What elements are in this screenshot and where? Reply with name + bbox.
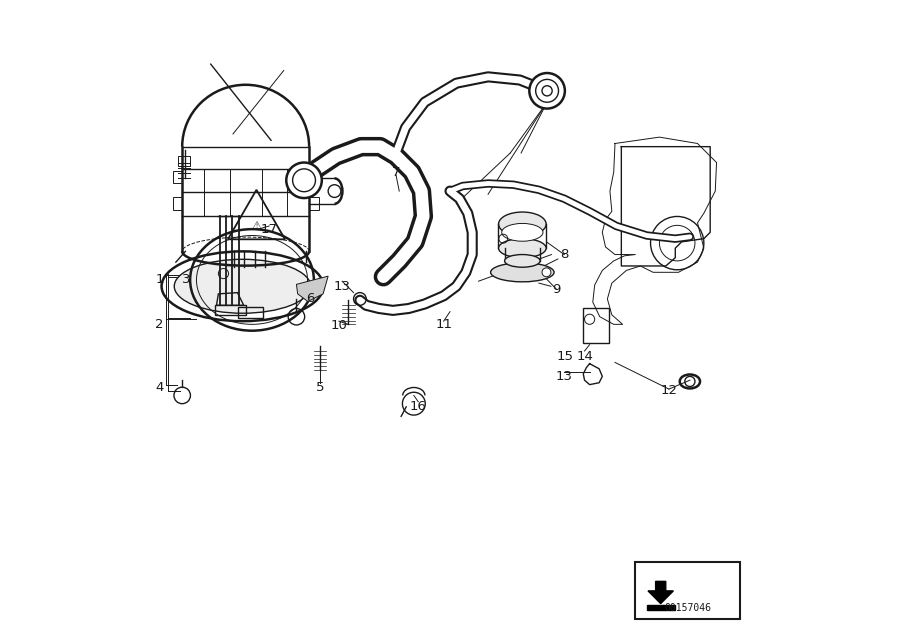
Circle shape — [542, 268, 551, 277]
Bar — [173, 197, 182, 210]
Circle shape — [529, 73, 565, 109]
Text: ⚠: ⚠ — [251, 221, 261, 231]
Bar — [309, 171, 319, 183]
Text: 12: 12 — [661, 385, 678, 398]
Polygon shape — [648, 581, 673, 604]
Polygon shape — [296, 276, 328, 301]
Ellipse shape — [499, 212, 546, 236]
Bar — [238, 307, 264, 318]
Ellipse shape — [499, 238, 546, 258]
Text: 15: 15 — [557, 350, 574, 363]
Bar — [173, 171, 182, 183]
Ellipse shape — [491, 263, 554, 282]
Text: 16: 16 — [410, 400, 427, 413]
Circle shape — [286, 163, 322, 198]
Bar — [309, 197, 319, 210]
Ellipse shape — [501, 223, 543, 241]
Ellipse shape — [175, 259, 310, 314]
Bar — [647, 605, 675, 610]
Text: 10: 10 — [330, 319, 347, 332]
Text: 8: 8 — [560, 248, 569, 261]
Bar — [215, 305, 246, 315]
Bar — [635, 562, 740, 619]
Text: 9: 9 — [553, 283, 561, 296]
Text: 2: 2 — [155, 318, 164, 331]
Text: 17: 17 — [261, 223, 277, 236]
Text: 14: 14 — [576, 350, 593, 363]
Bar — [178, 156, 191, 166]
Bar — [583, 308, 608, 343]
Text: 3: 3 — [183, 273, 191, 286]
Text: 4: 4 — [155, 382, 164, 394]
Text: 11: 11 — [436, 318, 452, 331]
Text: 6: 6 — [306, 293, 315, 305]
Text: 7: 7 — [392, 165, 400, 179]
Text: 5: 5 — [316, 382, 324, 394]
Ellipse shape — [505, 254, 540, 267]
Text: 1: 1 — [155, 273, 164, 286]
Text: 13: 13 — [555, 370, 572, 383]
Text: 13: 13 — [334, 280, 351, 293]
Text: 00157046: 00157046 — [664, 603, 711, 613]
